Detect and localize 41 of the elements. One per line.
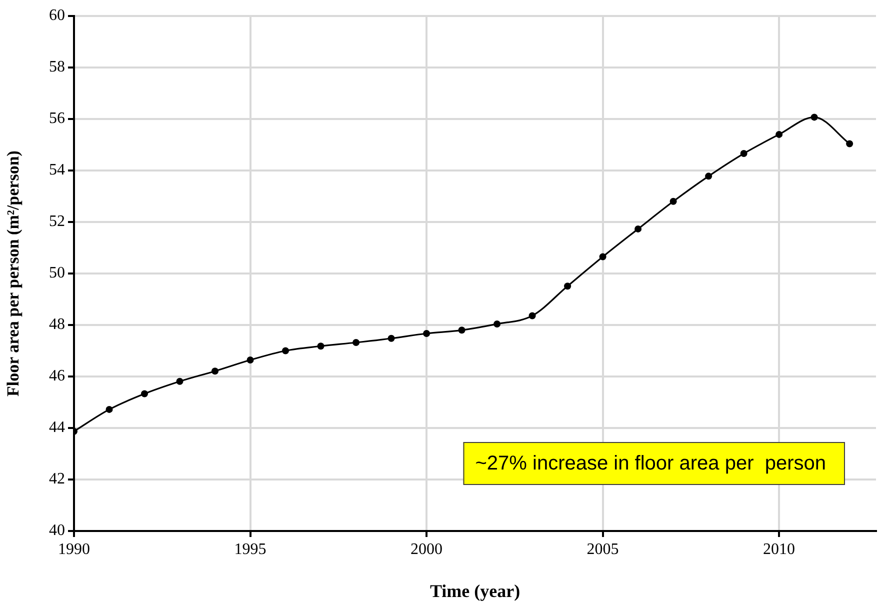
point xyxy=(458,326,466,334)
x-tick-label: 1990 xyxy=(58,540,90,558)
y-tick-label: 60 xyxy=(49,7,65,24)
point xyxy=(423,330,430,337)
y-tick-label: 48 xyxy=(49,316,65,334)
annotation: ~27% increase in floor area per person xyxy=(475,452,826,475)
point xyxy=(670,198,677,205)
x-tick-label: 1995 xyxy=(234,540,266,558)
x-tick-label: 2000 xyxy=(410,540,443,558)
point xyxy=(528,312,536,320)
point xyxy=(564,282,572,290)
y-tick-label: 52 xyxy=(49,213,65,230)
y-tick-label: 58 xyxy=(49,58,65,76)
y-tick-label: 42 xyxy=(49,470,65,488)
x-tick-label: 2005 xyxy=(586,540,619,558)
point xyxy=(494,320,501,328)
y-tick-label: 44 xyxy=(49,419,65,436)
point xyxy=(106,406,113,413)
point xyxy=(246,356,254,364)
point xyxy=(599,253,606,260)
point xyxy=(634,225,642,232)
point xyxy=(212,368,219,375)
y-tick-label: 46 xyxy=(49,368,65,385)
point xyxy=(388,334,395,342)
point xyxy=(705,172,712,180)
point xyxy=(846,140,854,148)
point xyxy=(740,150,748,158)
x-axis-title: Time (year) xyxy=(430,580,520,601)
point xyxy=(317,342,324,350)
point xyxy=(282,347,290,354)
y-tick-label: 40 xyxy=(49,522,65,540)
point xyxy=(141,390,148,398)
point xyxy=(176,378,184,385)
point xyxy=(810,114,818,121)
y-tick-label: 56 xyxy=(49,110,65,128)
point xyxy=(352,339,360,346)
y-axis-title: Floor area per person (m²/person) xyxy=(4,150,23,396)
y-tick-label: 50 xyxy=(49,264,65,282)
point xyxy=(776,130,783,138)
x-tick-label: 2010 xyxy=(763,540,796,558)
y-tick-label: 54 xyxy=(49,162,65,179)
